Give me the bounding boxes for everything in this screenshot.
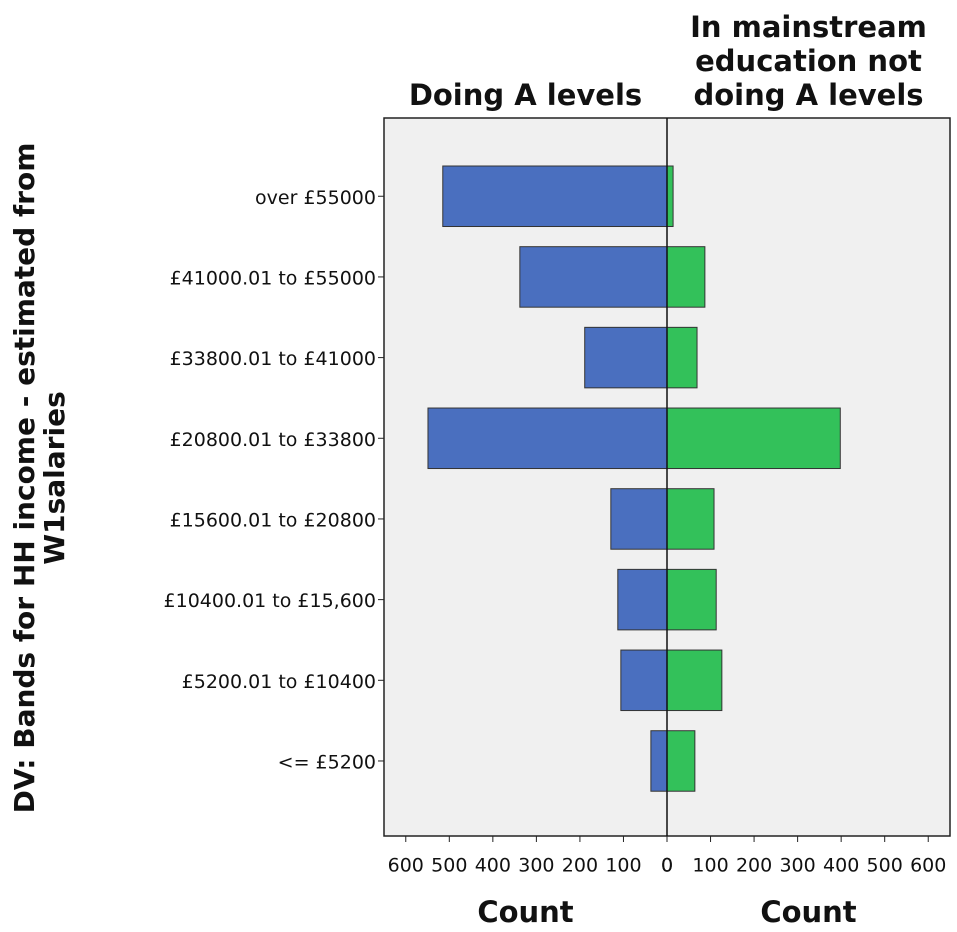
bar (666, 649, 723, 712)
bar (584, 326, 668, 389)
bar (666, 246, 706, 308)
y-axis-label: DV: Bands for HH income - estimated from… (8, 142, 71, 814)
x-tick-label: 300 (779, 855, 815, 877)
x-tick-label: 300 (518, 855, 554, 877)
y-tick-label: £41000.01 to £55000 (170, 267, 376, 289)
x-tick-label: 200 (562, 855, 598, 877)
bar (427, 407, 668, 470)
x-tick-label: 0 (661, 855, 673, 877)
y-tick-label: over £55000 (255, 187, 376, 209)
bar (666, 407, 841, 470)
bar (442, 165, 668, 228)
y-tick-label: £15600.01 to £20800 (170, 509, 376, 531)
bar (666, 568, 717, 631)
y-tick-label: <= £5200 (278, 751, 376, 773)
x-tick-label: 400 (475, 855, 511, 877)
bar (610, 488, 668, 550)
x-axis-label: Count (760, 895, 856, 929)
x-axis-label: Count (477, 895, 573, 929)
y-tick-label: £20800.01 to £33800 (170, 429, 376, 451)
bar (519, 246, 668, 308)
bar (620, 649, 668, 712)
y-tick-label: £33800.01 to £41000 (170, 348, 376, 370)
y-tick-label: £5200.01 to £10400 (182, 671, 376, 693)
x-tick-label: 400 (823, 855, 859, 877)
bar (617, 568, 668, 631)
x-tick-label: 200 (736, 855, 772, 877)
x-tick-label: 500 (431, 855, 467, 877)
panel-title: In mainstream education not doing A leve… (690, 10, 927, 112)
bar (666, 326, 698, 389)
y-tick-label: £10400.01 to £15,600 (164, 590, 376, 612)
x-tick-label: 0 (661, 855, 673, 877)
bar (666, 488, 715, 550)
bar (650, 730, 668, 792)
bar (666, 165, 674, 228)
x-tick-label: 600 (910, 855, 946, 877)
bar (666, 730, 696, 792)
x-tick-label: 100 (605, 855, 641, 877)
x-tick-label: 100 (692, 855, 728, 877)
x-tick-label: 500 (867, 855, 903, 877)
panel-title: Doing A levels (408, 78, 643, 112)
x-tick-label: 600 (388, 855, 424, 877)
